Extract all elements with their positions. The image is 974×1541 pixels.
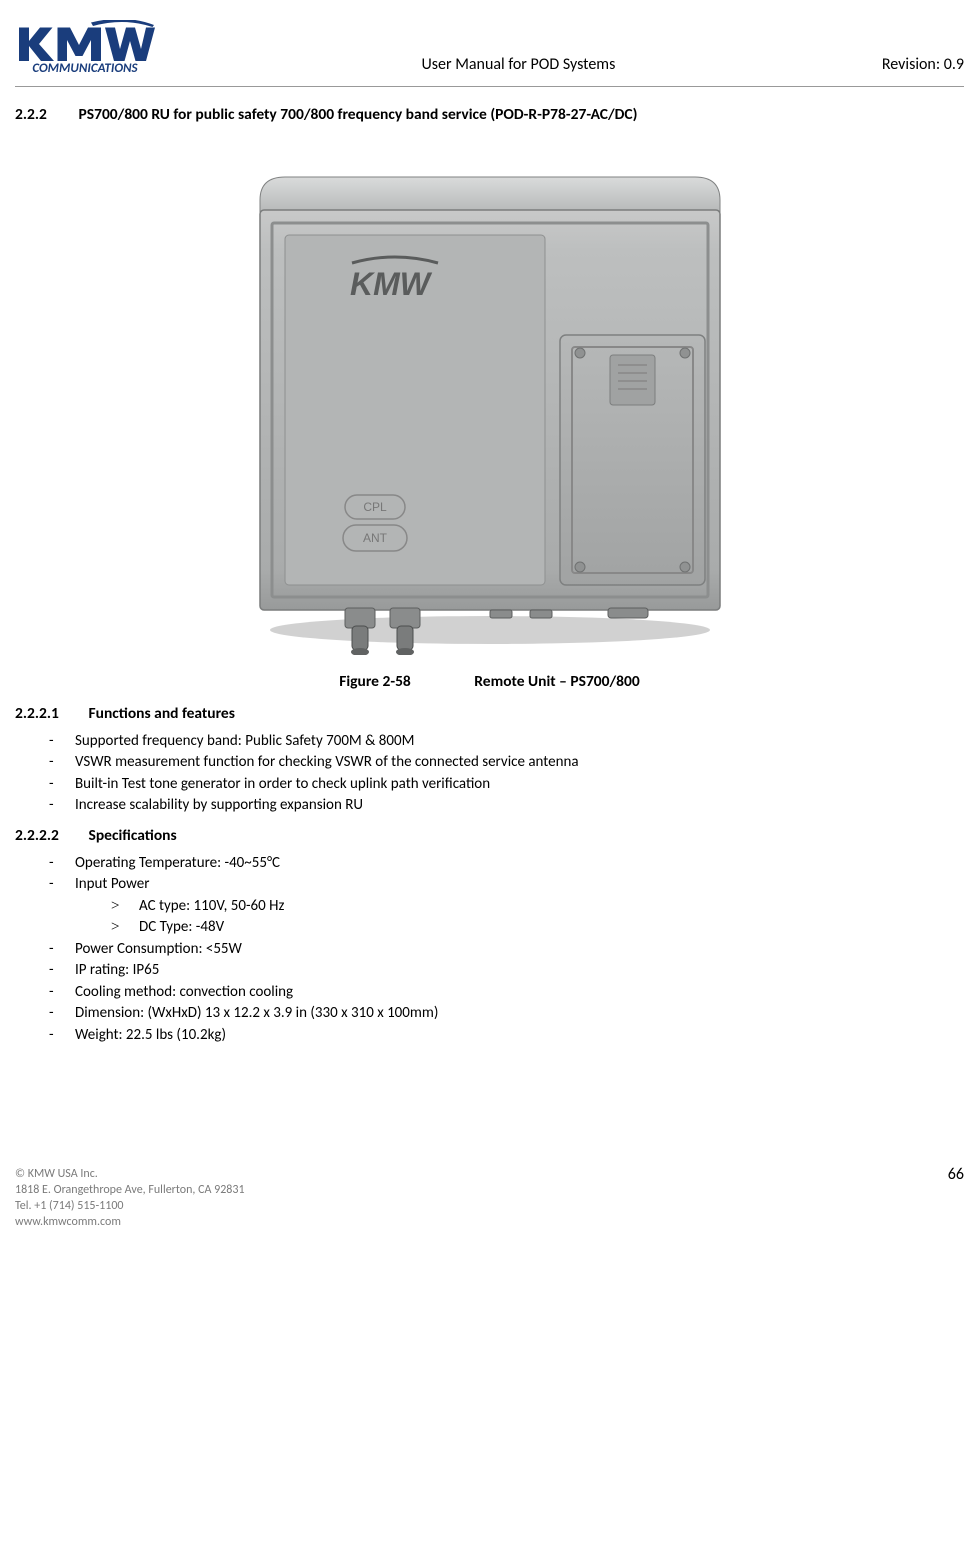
figure-title: Remote Unit – PS700/800 xyxy=(474,672,639,691)
footer-copyright: © KMW USA Inc. xyxy=(15,1166,245,1182)
sublist-item: DC Type: -48V xyxy=(105,918,964,938)
footer-url: www.kmwcomm.com xyxy=(15,1214,245,1230)
list-item: VSWR measurement function for checking V… xyxy=(43,753,964,773)
device-figure: KMW CPL ANT xyxy=(15,155,964,662)
footer-address: © KMW USA Inc. 1818 E. Orangethrope Ave,… xyxy=(15,1166,245,1231)
footer-tel: Tel. +1 (714) 515-1100 xyxy=(15,1198,245,1214)
subheading-num: 2.2.2.2 xyxy=(15,826,85,846)
subheading-functions: 2.2.2.1 Functions and features xyxy=(15,704,964,724)
remote-unit-image: KMW CPL ANT xyxy=(230,155,750,655)
page-number: 66 xyxy=(948,1165,964,1230)
list-item: Dimension: (WxHxD) 13 x 12.2 x 3.9 in (3… xyxy=(43,1004,964,1024)
kmw-logo-icon xyxy=(15,20,155,65)
section-title: PS700/800 RU for public safety 700/800 f… xyxy=(79,105,638,124)
revision: Revision: 0.9 xyxy=(882,55,964,78)
footer-address-line: 1818 E. Orangethrope Ave, Fullerton, CA … xyxy=(15,1182,245,1198)
subheading-title: Specifications xyxy=(89,826,177,845)
svg-text:CPL: CPL xyxy=(363,500,387,514)
subheading-num: 2.2.2.1 xyxy=(15,704,85,724)
list-item: Supported frequency band: Public Safety … xyxy=(43,732,964,752)
specs-list: Operating Temperature: -40~55°C Input Po… xyxy=(15,854,964,1046)
page-footer: © KMW USA Inc. 1818 E. Orangethrope Ave,… xyxy=(15,1165,964,1230)
doc-title: User Manual for POD Systems xyxy=(155,55,882,78)
page-header: COMMUNICATIONS User Manual for POD Syste… xyxy=(15,20,964,87)
figure-caption: Figure 2-58 Remote Unit – PS700/800 xyxy=(15,672,964,692)
logo-subtitle: COMMUNICATIONS xyxy=(32,61,137,78)
svg-text:ANT: ANT xyxy=(363,531,388,545)
logo: COMMUNICATIONS xyxy=(15,20,155,78)
section-number: 2.2.2 xyxy=(15,105,75,125)
subheading-specs: 2.2.2.2 Specifications xyxy=(15,826,964,846)
figure-label: Figure 2-58 xyxy=(339,672,411,692)
section-heading: 2.2.2 PS700/800 RU for public safety 700… xyxy=(15,105,964,125)
subheading-title: Functions and features xyxy=(89,704,235,723)
list-item: Built-in Test tone generator in order to… xyxy=(43,775,964,795)
svg-text:KMW: KMW xyxy=(350,266,433,302)
list-item: Power Consumption: <55W xyxy=(43,940,964,960)
list-item: Weight: 22.5 lbs (10.2kg) xyxy=(43,1026,964,1046)
list-item: Increase scalability by supporting expan… xyxy=(43,796,964,816)
sublist-item: AC type: 110V, 50-60 Hz xyxy=(105,897,964,917)
functions-list: Supported frequency band: Public Safety … xyxy=(15,732,964,816)
list-item: IP rating: IP65 xyxy=(43,961,964,981)
power-sublist: AC type: 110V, 50-60 Hz DC Type: -48V xyxy=(75,897,964,938)
list-item: Input Power AC type: 110V, 50-60 Hz DC T… xyxy=(43,875,964,938)
list-item: Operating Temperature: -40~55°C xyxy=(43,854,964,874)
list-item: Cooling method: convection cooling xyxy=(43,983,964,1003)
